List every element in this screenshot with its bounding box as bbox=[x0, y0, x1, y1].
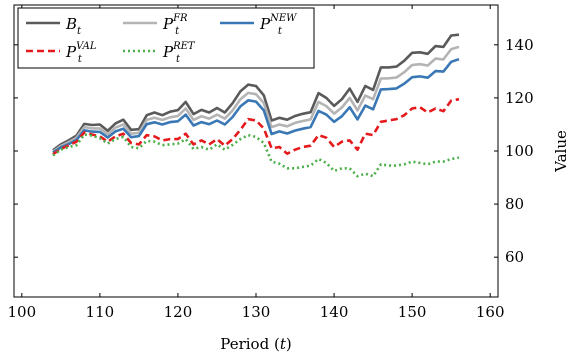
series-layer bbox=[52, 33, 460, 178]
legend-label: PNEW t bbox=[259, 13, 297, 37]
y-tick-label: 140 bbox=[505, 36, 534, 54]
x-tick-label: 160 bbox=[476, 303, 505, 321]
x-tick-label: 100 bbox=[7, 303, 36, 321]
ticks-layer: 100 110 120 130 140 150 160 60 80 100 120 140 bbox=[7, 5, 534, 321]
x-tick-label: 150 bbox=[398, 303, 427, 321]
y-tick-label: 120 bbox=[505, 89, 534, 107]
series-line-b-t bbox=[52, 33, 460, 152]
x-tick-label: 120 bbox=[164, 303, 193, 321]
x-tick-label: 110 bbox=[86, 303, 115, 321]
y-axis-title: Value bbox=[552, 130, 570, 173]
legend-label: Bt bbox=[65, 15, 82, 37]
y-tick-label: 60 bbox=[505, 248, 524, 266]
series-line-p-t-fr bbox=[52, 45, 460, 153]
series-line-p-t-val bbox=[52, 97, 460, 156]
y-tick-label: 80 bbox=[505, 195, 524, 213]
legend-label: PVAL t bbox=[65, 41, 97, 65]
legend-label: PRET t bbox=[162, 41, 196, 65]
legend-box bbox=[17, 7, 315, 69]
x-axis-title: Period (t) bbox=[220, 335, 291, 353]
x-tick-label: 130 bbox=[242, 303, 271, 321]
series-line-p-t-new bbox=[52, 57, 460, 154]
legend: Bt PFR t PNEW t PVAL t PRET t bbox=[17, 7, 315, 69]
y-tick-label: 100 bbox=[505, 142, 534, 160]
series-line-p-t-ret bbox=[52, 133, 460, 178]
x-tick-label: 140 bbox=[320, 303, 349, 321]
legend-label: PFR t bbox=[162, 13, 188, 37]
